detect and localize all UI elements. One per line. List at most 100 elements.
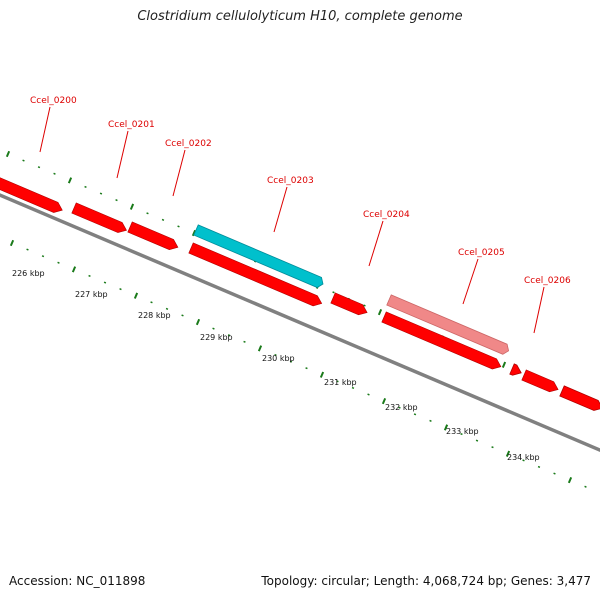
gene-label-ccel-0204[interactable]: Ccel_0204 (363, 210, 410, 220)
scale-labels: 226 kbp 227 kbp 228 kbp 229 kbp 230 kbp 231 k… (12, 269, 540, 462)
lower-tick (181, 314, 184, 317)
upper-tick (363, 304, 366, 307)
scale-label: 234 kbp (507, 453, 540, 462)
lower-tick (150, 301, 153, 304)
gene-leader-line (368, 220, 384, 267)
upper-tick (146, 212, 149, 215)
gene-feature-ccel-0205[interactable] (386, 294, 510, 355)
gene-leader-line (462, 258, 479, 305)
lower-tick (413, 413, 417, 416)
upper-tick (191, 229, 197, 237)
upper-tick (129, 203, 135, 210)
lower-tick (319, 371, 325, 378)
gene-feature-ccel-0203[interactable] (193, 224, 324, 288)
gene-arrow-extra-3[interactable] (559, 385, 600, 411)
lower-tick (336, 380, 339, 383)
gene-arrow-ccel-0202[interactable] (127, 221, 179, 251)
genome-summary-text: Topology: circular; Length: 4,068,724 bp… (261, 574, 591, 588)
lower-tick (522, 459, 525, 462)
upper-tick (5, 150, 11, 158)
gene-label-ccel-0201[interactable]: Ccel_0201 (108, 120, 155, 130)
gene-label-ccel-0200[interactable]: Ccel_0200 (30, 96, 77, 106)
scale-label: 227 kbp (75, 290, 108, 299)
lower-tick (443, 424, 449, 431)
upper-tick (377, 308, 383, 316)
upper-tick (501, 361, 507, 368)
lower-tick (243, 340, 246, 343)
upper-tick (53, 172, 56, 175)
lower-tick (367, 393, 370, 396)
lower-tick (537, 465, 541, 469)
lower-tick (165, 307, 169, 310)
gene-label-ccel-0206[interactable]: Ccel_0206 (524, 276, 571, 286)
gene-track (0, 177, 600, 411)
lower-tick (584, 485, 587, 488)
lower-tick (381, 397, 387, 405)
gene-arrow-ccel-0203[interactable] (188, 242, 323, 307)
scale-label: 233 kbp (446, 427, 479, 436)
upper-tick (99, 192, 103, 195)
gene-labels: Ccel_0200 Ccel_0201 Ccel_0202 Ccel_0203 Ccel… (30, 96, 571, 334)
upper-tick (67, 177, 73, 184)
lower-tick-track (9, 239, 587, 488)
lower-tick (9, 239, 15, 247)
gene-leader-line (116, 130, 129, 179)
lower-tick (567, 476, 573, 484)
lower-tick (133, 292, 139, 299)
upper-tick (332, 291, 335, 294)
lower-tick (195, 318, 201, 326)
gene-arrow-ccel-0204[interactable] (330, 292, 368, 316)
upper-tick (22, 159, 25, 162)
lower-tick (351, 386, 355, 390)
lower-tick (289, 360, 293, 363)
lower-tick (88, 274, 91, 278)
lower-tick (491, 446, 494, 449)
lower-tick (227, 334, 231, 337)
scale-label: 231 kbp (324, 378, 357, 387)
gene-arrow-ccel-0206[interactable] (521, 369, 559, 393)
lower-tick (274, 353, 277, 357)
upper-tick (177, 225, 180, 228)
scale-label: 226 kbp (12, 269, 45, 278)
scale-label: 232 kbp (385, 403, 418, 412)
upper-tick (161, 218, 165, 221)
gene-arrow-ccel-0205[interactable] (381, 311, 502, 370)
lower-tick (553, 472, 556, 475)
upper-tick (115, 199, 118, 202)
scale-label: 229 kbp (200, 333, 233, 342)
backbone-line (0, 193, 600, 453)
accession-text: Accession: NC_011898 (9, 574, 146, 588)
lower-tick (505, 450, 511, 457)
lower-tick (41, 255, 45, 258)
lower-tick (398, 406, 401, 409)
lower-tick (305, 367, 308, 370)
gene-arrow-ccel-0200[interactable] (0, 177, 63, 213)
gene-leader-line (273, 186, 288, 233)
lower-tick (460, 432, 463, 436)
scale-label: 228 kbp (138, 311, 171, 320)
upper-tick (84, 185, 87, 189)
gene-label-ccel-0202[interactable]: Ccel_0202 (165, 139, 212, 149)
gene-label-ccel-0205[interactable]: Ccel_0205 (458, 248, 505, 258)
scale-label: 230 kbp (262, 354, 295, 363)
gene-arrow-ccel-0201[interactable] (71, 202, 127, 233)
map-title: Clostridium cellulolyticum H10, complete… (137, 9, 463, 24)
gene-leader-line (39, 106, 51, 153)
lower-tick (26, 248, 29, 251)
gene-label-ccel-0203[interactable]: Ccel_0203 (267, 176, 314, 186)
lower-tick (429, 419, 432, 422)
gene-leader-line (533, 286, 545, 334)
lower-tick (57, 261, 60, 264)
gene-arrow-extra-2[interactable] (509, 363, 522, 376)
lower-tick (71, 266, 77, 273)
upper-tick (37, 166, 41, 169)
genome-backbone (0, 193, 600, 453)
lower-tick (119, 288, 122, 291)
lower-tick (257, 345, 263, 352)
gene-leader-line (172, 149, 186, 197)
lower-tick (475, 439, 479, 442)
lower-tick (103, 281, 107, 284)
lower-tick (212, 327, 215, 330)
